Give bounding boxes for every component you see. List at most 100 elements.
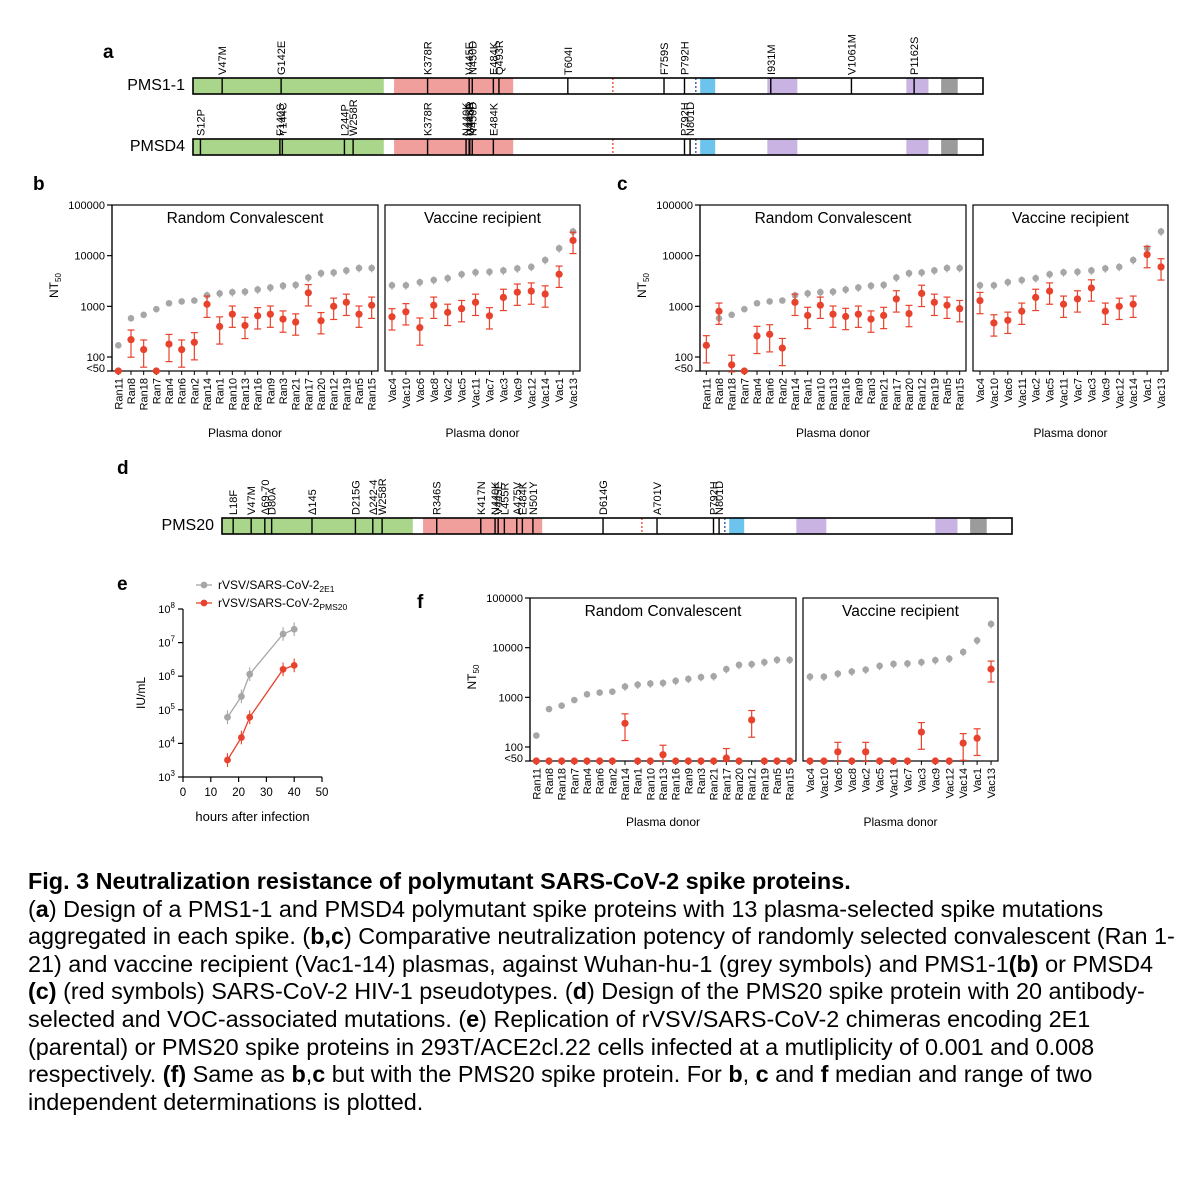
mutation-label: D614G [598,480,610,515]
mutation-label: L18F [228,490,240,515]
grey-point [500,267,507,274]
x-tick-label: Vac10 [401,378,413,408]
red-point [753,332,761,340]
domain-green [193,139,384,155]
x-tick-label: Vac14 [958,768,970,798]
grey-point [685,675,692,683]
x-tick-label: Ran17 [303,378,315,410]
x-tick-label: Vac13 [986,768,998,798]
domain-darkgrey [970,518,987,534]
red-point [430,301,438,309]
y-tick-label: <50 [674,363,693,375]
x-tick-label: Ran15 [955,378,967,410]
y-tick-label: 108 [158,601,175,616]
grey-point [571,696,578,704]
x-tick-label: Vac7 [1072,378,1084,402]
x-tick-label: Vac1 [554,378,566,402]
x-tick-label: Ran6 [765,378,777,404]
red-point [930,298,938,306]
chart-panel-e: 103 104 105 106 107 108 0 10 20 30 40 50 hours after… [134,578,348,824]
red-point [987,665,995,673]
y-tick-label: 107 [158,635,175,650]
y-tick-label: <50 [504,753,523,765]
grey-point [918,269,925,276]
x-tick-label: Ran20 [904,378,916,410]
mutation-label: E484K [488,102,500,136]
mutation-label: N440K [461,102,473,136]
domain-pink [423,518,543,534]
red-point [748,716,756,724]
grey-point [880,281,887,289]
x-tick-label: Vac4 [387,378,399,402]
red-point [1059,300,1068,308]
red-point [976,296,984,305]
red-point [892,295,900,303]
grey-point [848,668,856,675]
series-line [226,664,295,761]
grey-point [1157,228,1165,235]
red-point [918,289,926,297]
grey-point [388,282,396,289]
x-tick-label: Ran4 [164,378,176,404]
y-tick-label: 1000 [81,301,105,313]
x-tick-label: 0 [180,787,186,799]
grey-point [444,274,451,282]
x-tick-label: Ran14 [790,378,802,410]
x-tick-label: 30 [260,787,273,799]
mutation-label: R346S [432,481,444,515]
red-point [190,338,198,346]
x-tick-label: Vac13 [1156,378,1168,408]
red-point [140,345,148,354]
x-tick-label: Ran3 [278,378,290,404]
x-tick-label: Ran13 [240,378,252,410]
y-tick-label: 10000 [492,643,523,655]
panel-letter-a: a [103,42,114,63]
grey-point [165,299,173,307]
grey-point [583,691,591,698]
grey-point [241,288,249,295]
domain-purple [767,139,798,155]
x-tick-label: Vac12 [1114,378,1126,408]
grey-point [402,282,410,289]
mutation-label: Δ145 [307,489,319,515]
x-axis-label: Plasma donor [863,815,937,829]
red-point [917,728,925,736]
grey-point [918,658,925,666]
red-point [355,310,363,318]
red-point [317,317,325,325]
mutation-label: A701V [652,481,664,515]
x-tick-label: Ran11 [113,378,125,410]
grey-point [596,689,603,696]
group-title: Vaccine recipient [1012,210,1130,227]
x-tick-label: Vac8 [429,378,441,402]
x-tick-label: Ran2 [189,378,201,404]
grey-point [569,228,577,235]
grey-point [976,282,984,289]
y-axis-label: NT50 [635,273,651,298]
series-point [224,713,231,721]
grey-point [773,656,781,664]
group-frame [384,204,581,372]
x-tick-label: Ran16 [253,378,265,410]
x-tick-label: Ran15 [785,768,797,800]
grey-point [140,311,147,319]
mutation-label: P792H [680,41,692,75]
grey-point [741,305,748,313]
grey-point [558,702,565,709]
mutation-label: P1162S [909,37,921,75]
grey-point [545,705,553,713]
x-tick-label: Ran8 [544,768,556,794]
red-point [829,310,837,318]
x-tick-label: Ran9 [853,378,865,404]
x-tick-label: Ran12 [917,378,929,410]
grey-point [956,264,963,272]
red-point [903,757,912,765]
x-tick-label: Ran21 [709,768,721,800]
x-tick-label: Vac5 [875,768,887,792]
x-tick-label: Ran4 [582,768,594,794]
y-tick-label: 105 [158,702,175,717]
domain-blue [729,518,745,534]
